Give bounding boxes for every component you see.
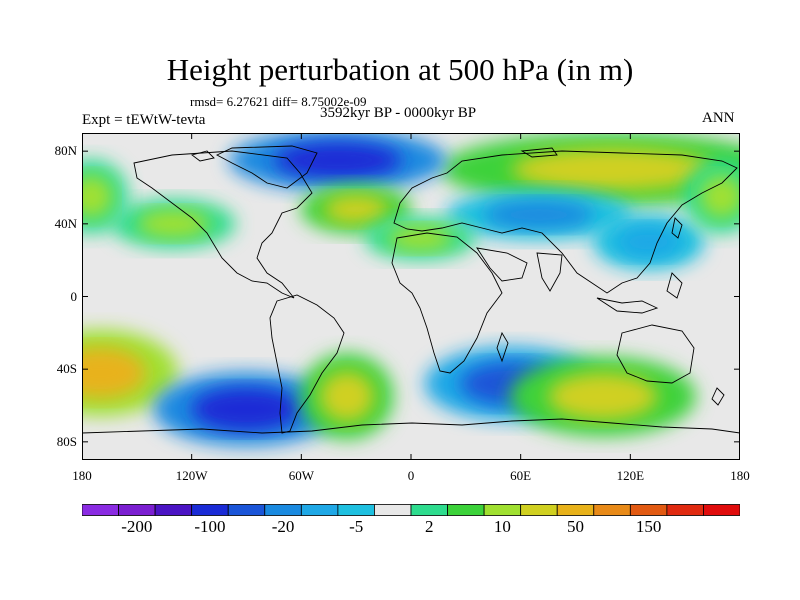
colorbar-swatch [264, 504, 302, 516]
anomaly-field [82, 133, 740, 447]
negative-anomaly [191, 387, 302, 431]
positive-anomaly [699, 174, 740, 219]
lat-label-80n: 80N [54, 143, 77, 159]
positive-anomaly [511, 147, 713, 192]
positive-anomaly [319, 370, 375, 422]
lat-label-40s: 40S [56, 361, 77, 377]
lon-label-60e: 60E [510, 468, 532, 483]
colorbar-swatch [520, 504, 558, 516]
lon-label-180w: 180 [72, 468, 92, 483]
positive-anomaly [136, 209, 210, 239]
lon-label-60w: 60W [288, 468, 314, 483]
colorbar-swatch [118, 504, 156, 516]
colorbar-swatch [227, 504, 266, 516]
positive-anomaly [323, 194, 390, 224]
colorbar-label: 2 [425, 517, 434, 536]
lat-label-80s: 80S [56, 433, 77, 449]
map-frame [82, 133, 740, 460]
lon-label-120e: 120E [616, 468, 645, 483]
season-label: ANN [702, 110, 735, 126]
lon-label-180e: 180 [730, 468, 750, 483]
colorbar-label: -20 [271, 517, 295, 536]
colorbar [82, 504, 740, 516]
colorbar-swatch [300, 504, 339, 516]
lat-label-0: 0 [70, 288, 78, 304]
colorbar-swatch [191, 504, 229, 516]
colorbar-swatch [447, 504, 485, 516]
lon-label-120w: 120W [175, 468, 208, 483]
colorbar-swatch [82, 504, 119, 516]
lon-label-0: 0 [407, 468, 415, 483]
colorbar-swatch [337, 504, 375, 516]
colorbar-swatch [666, 504, 704, 516]
colorbar-swatch [556, 504, 595, 516]
period-label: 3592kyr BP - 0000kyr BP [320, 105, 477, 121]
colorbar-swatch [410, 504, 448, 516]
map-title: Height perturbation at 500 hPa (in m) [166, 52, 634, 87]
negative-anomaly [615, 225, 682, 259]
positive-anomaly [82, 347, 146, 399]
lat-label-40n: 40N [54, 215, 77, 231]
coastlines [82, 145, 740, 434]
colorbar-label: -5 [349, 517, 364, 536]
colorbar-label: -200 [121, 517, 153, 536]
positive-anomaly [548, 372, 658, 421]
colorbar-swatch [703, 504, 740, 516]
colorbar-swatch [154, 504, 193, 516]
negative-anomaly [484, 200, 594, 230]
stats-label: rmsd= 6.27621 diff= 8.75002e-09 [190, 94, 367, 109]
colorbar-swatch [593, 504, 631, 516]
colorbar-label: 10 [493, 517, 511, 536]
positive-anomaly [387, 225, 454, 252]
colorbar-label: 50 [567, 517, 584, 536]
colorbar-label: -100 [194, 517, 226, 536]
colorbar-swatch [374, 504, 412, 516]
map-plot [82, 133, 740, 460]
negative-anomaly [273, 142, 402, 179]
experiment-label: Expt = tEWtW-tevta [82, 112, 206, 128]
colorbar-swatch [483, 504, 522, 516]
colorbar-swatch [629, 504, 668, 516]
positive-anomaly [82, 174, 114, 219]
colorbar-label: 150 [635, 517, 662, 536]
